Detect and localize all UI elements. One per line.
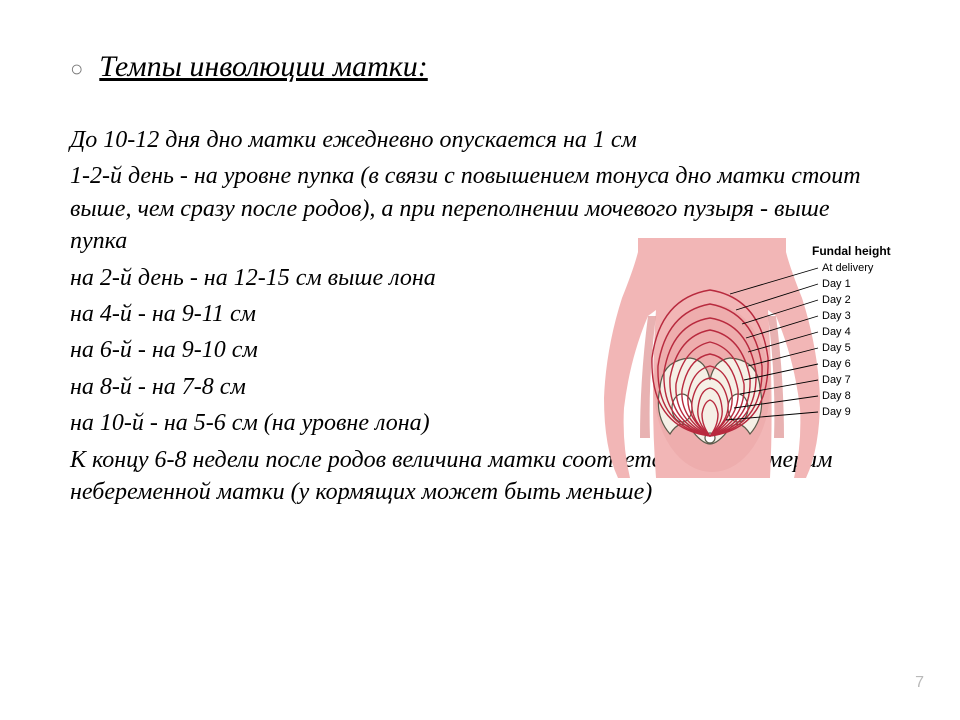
diagram-label-1: Day 1: [822, 278, 851, 290]
diagram-label-4: Day 4: [822, 326, 851, 338]
diagram-label-2: Day 2: [822, 294, 851, 306]
diagram-label-0: At delivery: [822, 262, 873, 274]
body-day8: на 8-й - на 7-8 см: [70, 371, 550, 403]
body-day2: на 2-й день - на 12-15 см выше лона: [70, 262, 550, 294]
body-day6: на 6-й - на 9-10 см: [70, 334, 550, 366]
diagram-label-5: Day 5: [822, 342, 851, 354]
diagram-label-8: Day 8: [822, 390, 851, 402]
diagram-label-9: Day 9: [822, 406, 851, 418]
body-day4: на 4-й - на 9-11 см: [70, 298, 550, 330]
body-intro: До 10-12 дня дно матки ежедневно опускае…: [70, 124, 890, 156]
heading-bullet: ○: [70, 58, 83, 80]
body-day10: на 10-й - на 5-6 см (на уровне лона): [70, 407, 550, 439]
diagram-label-3: Day 3: [822, 310, 851, 322]
diagram-title: Fundal height: [812, 244, 891, 258]
diagram-label-6: Day 6: [822, 358, 851, 370]
slide-heading: Темпы инволюции матки:: [99, 50, 427, 84]
fundal-height-diagram: Fundal height At delivery Day 1 Day 2 Da…: [590, 238, 890, 478]
page-number: 7: [915, 674, 924, 692]
diagram-label-7: Day 7: [822, 374, 851, 386]
